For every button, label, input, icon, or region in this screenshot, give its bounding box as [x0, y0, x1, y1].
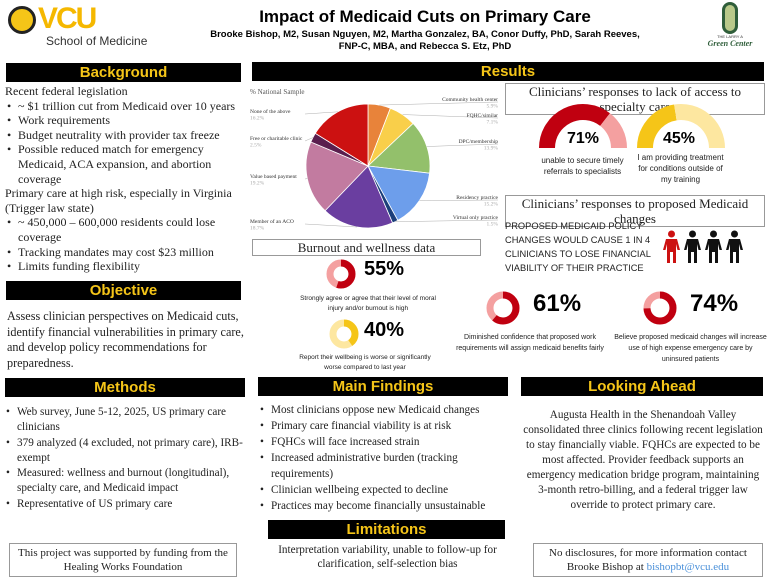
pie-label: Member of an ACO: [250, 218, 294, 225]
green-center-emblem-icon: [722, 2, 738, 34]
pie-chart-panel: % National Sample Community health cente…: [248, 88, 500, 236]
findings-list: Most clinicians oppose new Medicaid chan…: [258, 402, 510, 514]
methods-item: Representative of US primary care: [4, 497, 248, 512]
pie-value-label: 7.1%: [487, 120, 499, 126]
main-findings-header: Main Findings: [258, 377, 508, 396]
background-header: Background: [6, 63, 241, 82]
person-icon: [662, 230, 681, 264]
specialty-gauges: [505, 100, 765, 150]
objective-header: Objective: [6, 281, 241, 300]
limitations-text: Interpretation variability, unable to fo…: [265, 543, 510, 571]
findings-item: Increased administrative burden (trackin…: [258, 450, 510, 482]
pie-label: Value based payment: [250, 174, 297, 180]
vcu-seal-icon: [8, 6, 36, 34]
limitations-header: Limitations: [268, 520, 505, 539]
pie-value-label: 1.5%: [487, 222, 499, 228]
looking-ahead-text: Augusta Health in the Shenandoah Valley …: [523, 408, 763, 513]
burnout-donut: [325, 258, 357, 290]
wellbeing-value: 40%: [364, 319, 404, 342]
work-requirements-value: 61%: [533, 290, 581, 318]
contact-note: No disclosures, for more information con…: [533, 543, 763, 577]
person-icon: [683, 230, 702, 264]
burnout-caption: Strongly agree or agree that their level…: [298, 294, 438, 314]
pie-label: Residency practice: [456, 195, 498, 201]
gauge-value: 45%: [649, 130, 709, 148]
background-intro-1: Recent federal legislation: [5, 84, 251, 99]
pie-label: None of the above: [250, 108, 291, 115]
methods-item: 379 analyzed (4 excluded, not primary ca…: [4, 436, 248, 467]
authors-line-1: Brooke Bishop, M2, Susan Nguyen, M2, Mar…: [160, 29, 690, 40]
pie-value-label: 16.2%: [250, 116, 265, 122]
background-item: Budget neutrality with provider tax free…: [5, 128, 251, 143]
findings-item: Most clinicians oppose new Medicaid chan…: [258, 402, 510, 418]
results-header: Results: [252, 62, 764, 81]
authors-line-2: FNP-C, MBA, and Rebecca S. Etz, PhD: [160, 41, 690, 52]
methods-item: Measured: wellness and burnout (longitud…: [4, 466, 248, 497]
pie-label: DPC/membership: [459, 139, 499, 145]
work-requirements-caption: Diminished confidence that proposed work…: [452, 332, 608, 354]
background-intro-2: Primary care at high risk, especially in…: [5, 186, 251, 215]
pie-value-label: 13.9%: [484, 146, 499, 152]
background-item: Limits funding flexibility: [5, 259, 251, 274]
gauge-caption: I am providing treatment for conditions …: [633, 152, 728, 185]
wellbeing-donut: [328, 318, 360, 350]
background-item: ~ 450,000 – 600,000 residents could lose…: [5, 215, 251, 244]
background-item: Work requirements: [5, 113, 251, 128]
methods-header: Methods: [5, 378, 245, 397]
funding-note: This project was supported by funding fr…: [9, 543, 237, 577]
background-item: ~ $1 trillion cut from Medicaid over 10 …: [5, 99, 251, 114]
contact-email-link[interactable]: bishopbt@vcu.edu: [647, 561, 730, 573]
emergency-care-value: 74%: [690, 290, 738, 318]
methods-item: Web survey, June 5-12, 2025, US primary …: [4, 405, 248, 436]
vcu-school: School of Medicine: [46, 34, 147, 48]
viability-statement: PROPOSED MEDICAID POLICY CHANGES WOULD C…: [505, 219, 655, 275]
burnout-header: Burnout and wellness data: [252, 239, 481, 256]
pie-value-label: 5.9%: [487, 104, 499, 110]
pie-value-label: 15.2%: [484, 202, 499, 208]
vcu-wordmark: VCU: [38, 2, 95, 36]
green-center-logo: THE LARRY A Green Center: [700, 2, 760, 60]
findings-item: Clinician wellbeing expected to decline: [258, 482, 510, 498]
gauge-value: 71%: [553, 130, 613, 148]
findings-item: FQHCs will face increased strain: [258, 434, 510, 450]
background-item: Possible reduced match for emergency Med…: [5, 142, 251, 186]
pie-value-label: 18.7%: [250, 226, 265, 232]
person-icon: [704, 230, 723, 264]
background-item: Tracking mandates may cost $23 million: [5, 245, 251, 260]
findings-item: Practices may become financially unsusta…: [258, 498, 510, 514]
objective-text: Assess clinician perspectives on Medicai…: [7, 309, 245, 371]
burnout-value: 55%: [364, 258, 404, 281]
pie-label: Virtual only practice: [453, 215, 499, 221]
people-icons: [662, 230, 747, 265]
wellbeing-caption: Report their wellbeing is worse or signi…: [290, 353, 440, 373]
green-logo-script: Green Center: [700, 39, 760, 48]
vcu-logo: VCU School of Medicine: [8, 4, 158, 48]
person-icon: [725, 230, 744, 264]
poster-title: Impact of Medicaid Cuts on Primary Care: [160, 7, 690, 27]
findings-item: Primary care financial viability is at r…: [258, 418, 510, 434]
gauge-caption: unable to secure timely referrals to spe…: [535, 155, 630, 177]
background-body: Recent federal legislation ~ $1 trillion…: [5, 84, 251, 274]
pie-leader-line: [305, 112, 338, 114]
work-requirements-donut: [485, 290, 521, 326]
pie-value-label: 19.2%: [250, 181, 265, 187]
pie-label: Free or charitable clinic: [250, 136, 303, 142]
emergency-care-donut: [642, 290, 678, 326]
methods-list: Web survey, June 5-12, 2025, US primary …: [4, 405, 248, 512]
looking-ahead-header: Looking Ahead: [521, 377, 763, 396]
pie-value-label: 2.5%: [250, 143, 262, 149]
pie-label: FQHC/similar: [467, 113, 499, 119]
emergency-care-caption: Believe proposed medicaid changes will i…: [614, 332, 767, 365]
pie-label: Community health center: [442, 97, 498, 103]
